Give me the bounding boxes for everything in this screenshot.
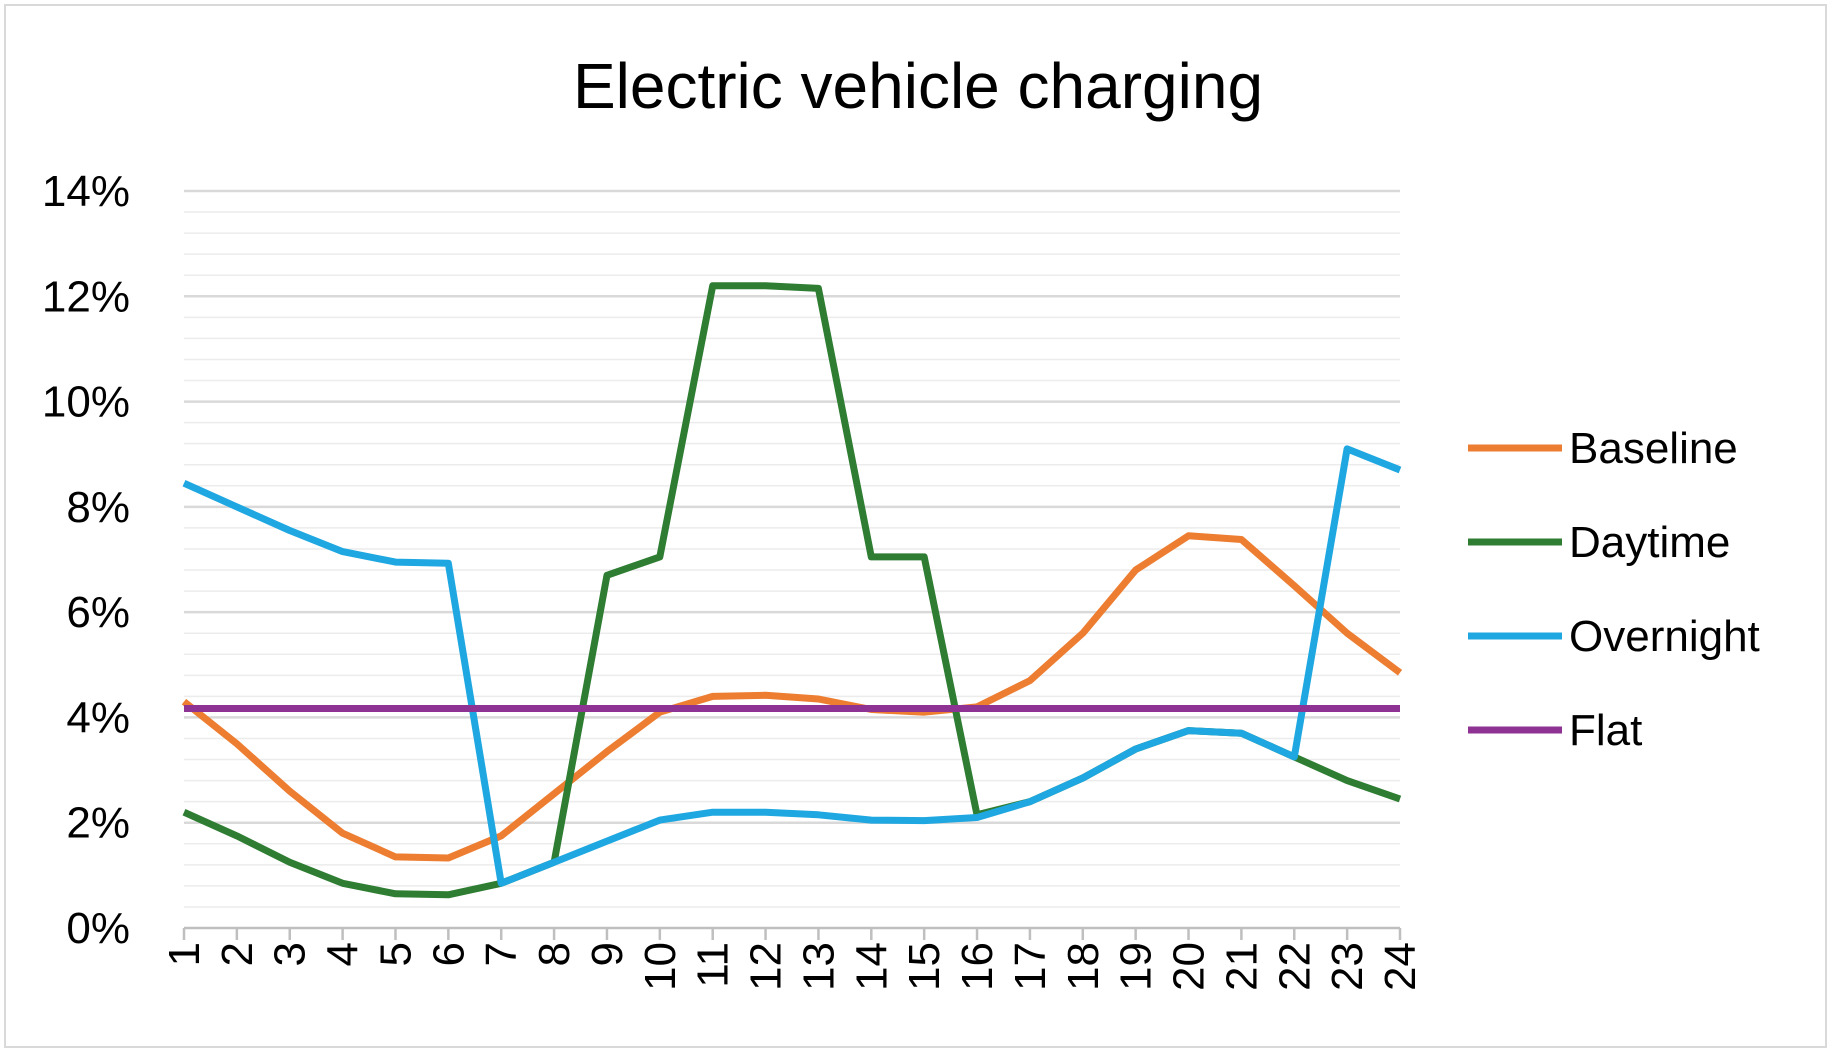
- x-tick-label: 13: [794, 942, 843, 991]
- series-lines: [181, 282, 1403, 899]
- x-tick-label: 22: [1270, 942, 1319, 991]
- x-tick-label: 16: [953, 942, 1002, 991]
- legend-label-flat: Flat: [1569, 706, 1642, 755]
- x-tick-label: 21: [1217, 942, 1266, 991]
- x-tick-label: 23: [1323, 942, 1372, 991]
- x-tick-label: 12: [742, 942, 791, 991]
- x-tick-label: 17: [1006, 942, 1055, 991]
- x-tick-label: 14: [847, 942, 896, 991]
- x-tick-label: 1: [160, 942, 209, 966]
- x-tick-label: 4: [319, 942, 368, 966]
- x-tick-label: 15: [900, 942, 949, 991]
- series-line-daytime: [182, 282, 1402, 899]
- x-tick-label: 24: [1376, 942, 1425, 991]
- legend-label-daytime: Daytime: [1569, 518, 1730, 567]
- x-tick-label: 3: [266, 942, 315, 966]
- legend-label-baseline: Baseline: [1569, 424, 1738, 473]
- gridlines: [184, 189, 1400, 908]
- x-tick-label: 8: [530, 942, 579, 966]
- x-tick-label: 5: [371, 942, 420, 966]
- y-tick-label: 0%: [66, 904, 130, 953]
- x-axis: 1 2 3 4 5 6 7 8 9 10 11 12 13 14 15 16 17 18 19 20 21 22 23 24: [160, 926, 1425, 991]
- x-tick-label: 19: [1112, 942, 1161, 991]
- chart-frame: [4, 4, 1827, 1048]
- y-tick-label: 2%: [66, 799, 130, 848]
- legend: Baseline Daytime Overnight Flat: [1468, 424, 1760, 755]
- chart-title: Electric vehicle charging: [573, 50, 1263, 122]
- legend-label-overnight: Overnight: [1569, 612, 1760, 661]
- x-tick-label: 18: [1059, 942, 1108, 991]
- x-tick-label: 10: [636, 942, 685, 991]
- x-tick-label: 7: [477, 942, 526, 966]
- x-tick-label: 2: [213, 942, 262, 966]
- series-line-overnight: [182, 445, 1402, 887]
- y-tick-label: 12%: [42, 272, 130, 321]
- y-tick-label: 14%: [42, 167, 130, 216]
- y-tick-label: 10%: [42, 378, 130, 427]
- x-tick-label: 6: [424, 942, 473, 966]
- x-tick-label: 9: [583, 942, 632, 966]
- y-axis-ticks: 0% 2% 4% 6% 8% 10% 12% 14%: [42, 167, 130, 953]
- x-tick-label: 11: [689, 942, 738, 988]
- y-tick-label: 8%: [66, 483, 130, 532]
- y-tick-label: 4%: [66, 693, 130, 742]
- series-line-baseline: [181, 532, 1403, 862]
- x-tick-label: 20: [1165, 942, 1214, 991]
- y-tick-label: 6%: [66, 588, 130, 637]
